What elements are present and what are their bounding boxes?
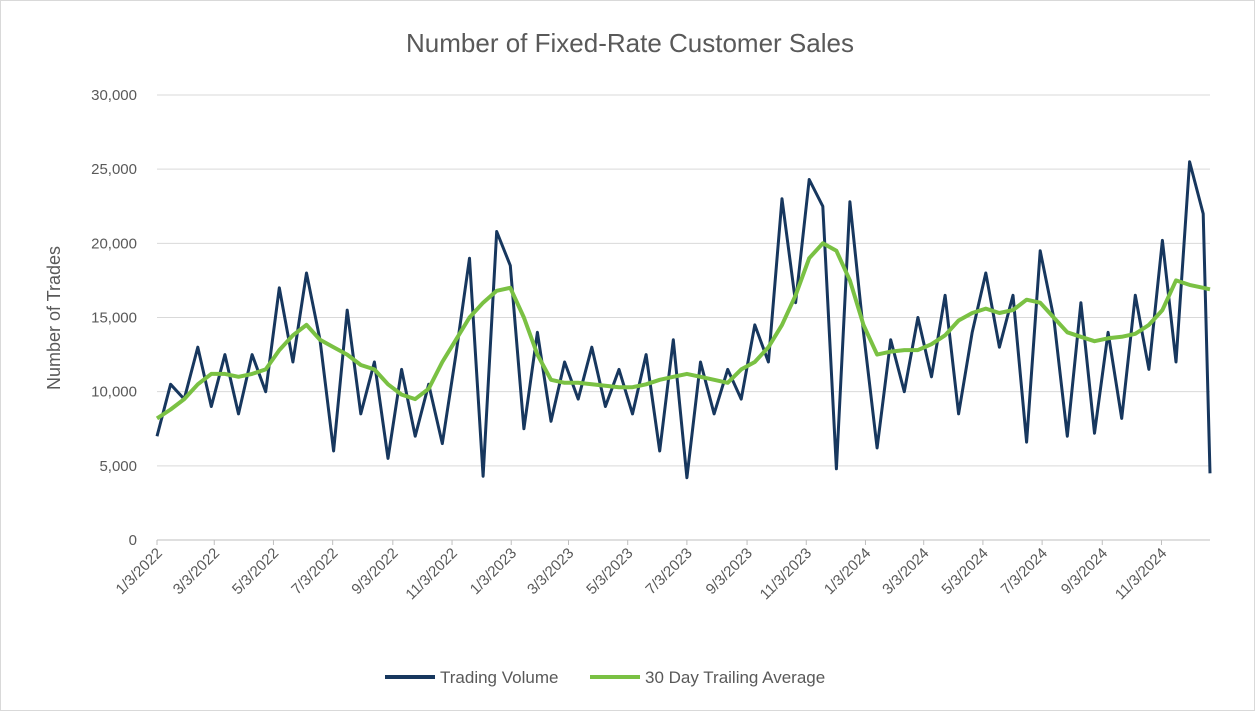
legend-label: Trading Volume <box>440 668 558 687</box>
y-tick-label: 0 <box>129 532 137 549</box>
y-tick-label: 20,000 <box>91 235 137 252</box>
chart-title: Number of Fixed-Rate Customer Sales <box>406 28 854 58</box>
y-tick-label: 5,000 <box>99 458 137 475</box>
y-tick-label: 15,000 <box>91 310 137 327</box>
y-tick-label: 30,000 <box>91 87 137 104</box>
y-tick-label: 25,000 <box>91 161 137 178</box>
series-line <box>155 241 1211 421</box>
legend-label: 30 Day Trailing Average <box>645 668 825 687</box>
series-line <box>155 160 1212 480</box>
y-axis-label: Number of Trades <box>44 246 64 390</box>
y-tick-label: 10,000 <box>91 384 137 401</box>
